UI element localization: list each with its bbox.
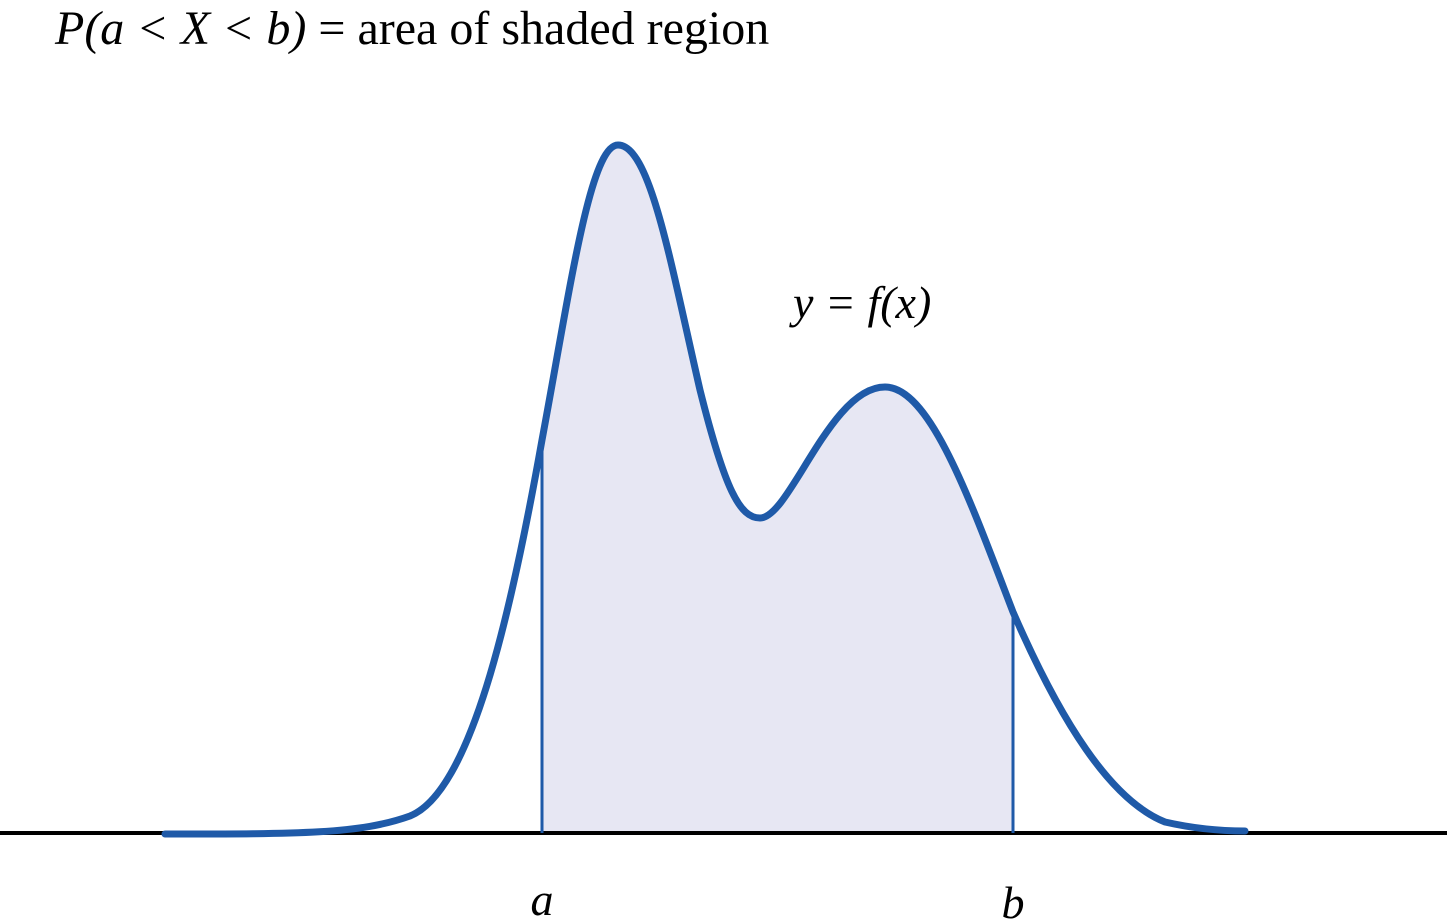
title: P(a < X < b) = area of shaded region [54,2,769,55]
shaded-area [542,145,1013,833]
bound-a-label: a [531,874,554,924]
title-math: P(a < X < b) [54,2,306,55]
bound-b-label: b [1002,877,1025,924]
title-text: = area of shaded region [318,2,769,55]
curve-label: y = f(x) [789,277,931,328]
density-curve [161,141,1249,838]
